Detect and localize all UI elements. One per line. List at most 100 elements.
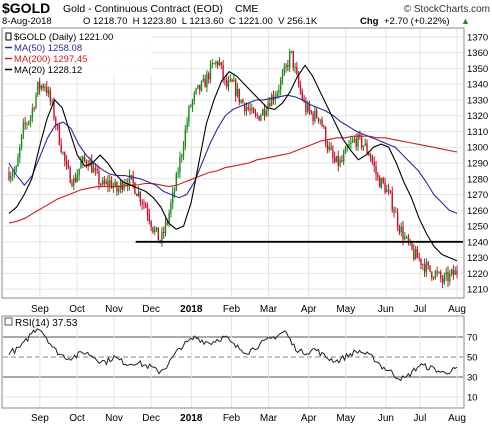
candle-body (184, 129, 187, 147)
candle-body (416, 249, 419, 259)
candle-body (152, 227, 154, 233)
symbol-title: $GOLD (2, 0, 50, 16)
candle-body (8, 172, 10, 180)
candle-body (240, 100, 242, 103)
rsi-panel (1, 315, 465, 409)
time-tick-label: Sep (31, 304, 49, 315)
time-tick-label: Oct (69, 304, 85, 315)
candle-body (355, 139, 357, 147)
legend-candle-swatch (5, 32, 12, 41)
time-tick-label: Jun (378, 304, 394, 315)
candle-body (441, 278, 444, 283)
candle-body (217, 61, 219, 65)
candle-body (40, 85, 43, 89)
candle-body (305, 101, 307, 112)
candle-body (359, 134, 361, 136)
candle-body (371, 158, 374, 163)
candle-body (339, 159, 341, 166)
candle-body (17, 157, 19, 167)
time-tick-label: Nov (105, 304, 123, 315)
candle-body (10, 176, 12, 180)
candle-body (454, 270, 456, 275)
candle-body (423, 264, 426, 273)
price-tick-label: 1260 (467, 206, 488, 217)
candle-body (58, 125, 61, 145)
candle-body (288, 51, 291, 68)
price-tick-label: 1350 (467, 64, 488, 75)
legend-entry: MA(20) 1228.12 (14, 65, 82, 76)
candle-body (118, 188, 120, 192)
candle-body (438, 272, 440, 274)
candle-body (208, 73, 210, 80)
rsi-axis: 70 50 30 10 (467, 333, 478, 404)
candle-body (247, 107, 249, 109)
candle-body (146, 207, 149, 215)
candle-body (193, 93, 196, 101)
rsi-time-tick-label: Jul (414, 413, 427, 424)
candle-body (141, 201, 143, 204)
candle-body (306, 104, 309, 112)
price-tick-label: 1230 (467, 253, 488, 264)
price-tick-label: 1270 (467, 190, 488, 201)
candle-body (308, 104, 311, 111)
candle-body (375, 166, 377, 175)
candle-body (161, 231, 163, 242)
up-arrow-icon: ▲ (461, 16, 470, 26)
candle-body (87, 164, 89, 167)
candle-body (377, 174, 379, 178)
ma50-line (8, 94, 458, 214)
candle-body (26, 123, 28, 125)
candle-body (168, 213, 170, 223)
candle-body (360, 135, 363, 148)
candle-body (38, 81, 41, 89)
candle-body (148, 214, 151, 222)
candle-body (204, 78, 206, 88)
candle-body (199, 84, 201, 91)
candle-body (51, 101, 53, 102)
candle-body (154, 229, 156, 233)
candle-body (364, 143, 366, 146)
candle-body (143, 203, 145, 205)
price-tick-label: 1240 (467, 237, 488, 248)
time-tick-label: Feb (223, 304, 241, 315)
ohlc-readout: O 1218.70 H 1223.80 L 1213.60 C 1221.00 … (83, 16, 318, 27)
candle-body (195, 88, 197, 94)
candle-body (49, 90, 52, 102)
candle-body (342, 153, 345, 162)
candle-body (213, 63, 215, 65)
candle-body (447, 272, 449, 282)
candle-body (274, 96, 276, 100)
candle-body (260, 115, 262, 121)
candle-body (98, 171, 100, 185)
candle-body (418, 258, 420, 259)
candle-body (157, 227, 160, 241)
candle-body (332, 149, 334, 158)
candle-body (83, 156, 86, 161)
candle-body (292, 50, 294, 68)
time-tick-label: May (336, 304, 355, 315)
time-tick-label: Jul (414, 304, 427, 315)
candle-body (429, 265, 431, 272)
candle-body (145, 204, 147, 208)
time-tick-label: 2018 (180, 304, 203, 315)
candle-body (132, 175, 134, 183)
candle-body (11, 174, 14, 177)
candle-body (55, 118, 57, 126)
candle-body (236, 88, 239, 97)
candle-body (333, 157, 336, 162)
quote-date: 8-Aug-2018 (2, 16, 52, 27)
candle-body (242, 100, 244, 104)
rsi-tick-label: 30 (467, 373, 478, 384)
candle-body (96, 169, 98, 172)
candle-body (166, 221, 169, 223)
candle-body (107, 181, 109, 187)
change-label: Chg (360, 16, 379, 27)
candle-body (220, 62, 223, 66)
candle-body (101, 180, 104, 185)
candle-body (276, 93, 278, 97)
candle-body (299, 85, 302, 92)
ma200-line (8, 135, 458, 224)
candle-body (47, 90, 50, 94)
rsi-time-tick-label: Feb (223, 413, 241, 424)
